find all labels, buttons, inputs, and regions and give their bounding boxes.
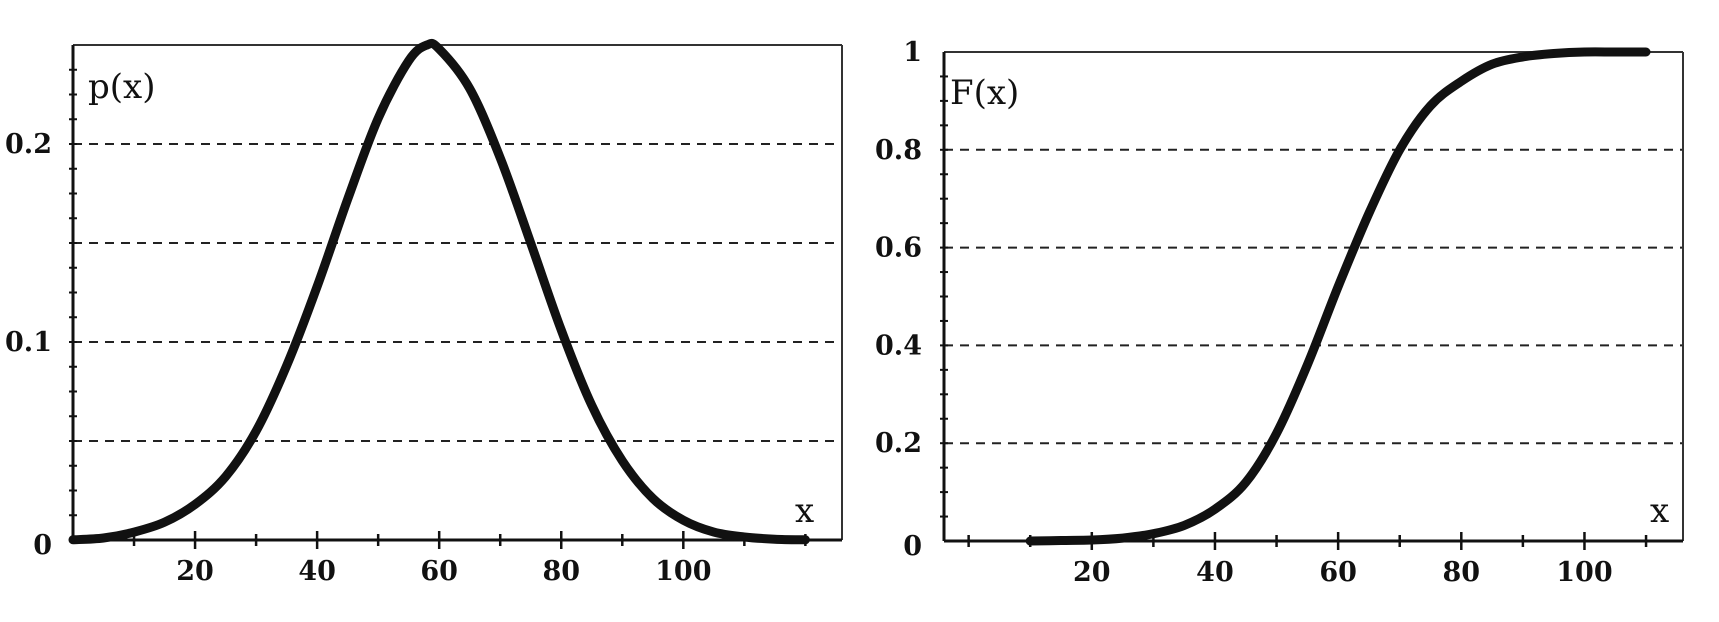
density-y-tick-label-1: 0.1 [5,327,52,358]
cdf-data-point-4 [1151,532,1155,536]
cdf-data-point-8 [1275,431,1279,435]
density-data-point-18 [590,403,594,407]
density-x-tick-label-20: 20 [176,556,214,587]
density-data-point-22 [712,530,716,534]
cdf-x-tick-label-20: 20 [1073,557,1111,588]
cdf-data-point-9 [1305,363,1309,367]
density-data-point-15 [498,156,502,160]
cdf-y-tick-label-5: 1 [903,37,922,68]
cdf-data-point-15 [1490,62,1494,66]
cdf-data-point-13 [1429,104,1433,108]
density-data-point-12 [425,43,429,47]
density-data-point-3 [163,520,167,524]
density-data-point-16 [529,241,533,245]
cdf-data-point-1 [1059,539,1063,543]
cdf-x-tick-label-100: 100 [1556,557,1612,588]
density-x-tick-label-40: 40 [298,556,336,587]
density-data-point-25 [803,538,807,542]
density-chart: 20 40 60 80 100 0 0.1 0.2 p(x) x [5,38,843,587]
cdf-y-axis-label: F(x) [950,73,1019,113]
cdf-x-tick-label-40: 40 [1196,557,1234,588]
density-y-tick-label-2: 0.2 [5,129,52,160]
cdf-data-point-12 [1398,148,1402,152]
cdf-y-tick-label-4: 0.8 [875,135,922,166]
cdf-chart: 20 40 60 80 100 0 0.2 0.4 0.6 0.8 1 F(x) x [875,37,1684,588]
density-data-point-1 [102,536,106,540]
cdf-y-tick-label-0: 0 [903,531,922,562]
density-data-point-0 [71,538,75,542]
cdf-data-point-2 [1090,538,1094,542]
density-data-point-11 [407,59,411,63]
cdf-data-point-14 [1459,79,1463,83]
density-data-point-5 [224,475,228,479]
density-data-point-9 [346,197,350,201]
density-x-axis-label: x [795,491,814,531]
cdf-data-point-18 [1582,50,1586,54]
density-series-line-0 [68,38,810,545]
cdf-x-tick-label-80: 80 [1443,557,1481,588]
cdf-data-point-16 [1521,55,1525,59]
density-x-tick-label-60: 60 [420,556,458,587]
cdf-data-point-3 [1121,536,1125,540]
density-y-tick-label-0: 0 [33,530,52,561]
cdf-y-tick-label-2: 0.4 [875,330,922,361]
density-data-point-10 [376,116,380,120]
cdf-data-point-20 [1644,50,1648,54]
cdf-data-point-7 [1244,480,1248,484]
density-data-point-13 [437,47,441,51]
density-data-point-17 [559,328,563,332]
density-data-point-8 [315,285,319,289]
cdf-data-point-17 [1552,51,1556,55]
cdf-series-line-0 [1025,47,1651,546]
density-x-tick-label-80: 80 [542,556,580,587]
cdf-x-axis-label: x [1650,491,1669,531]
cdf-data-point-19 [1613,50,1617,54]
density-data-point-20 [651,496,655,500]
cdf-data-point-5 [1182,523,1186,527]
density-data-point-19 [620,459,624,463]
cdf-data-point-10 [1336,285,1340,289]
density-data-point-7 [285,364,289,368]
cdf-data-point-6 [1213,507,1217,511]
cdf-x-tick-label-60: 60 [1319,557,1357,588]
cdf-y-tick-label-1: 0.2 [875,428,922,459]
density-y-axis-label: p(x) [88,67,155,107]
density-data-point-24 [773,537,777,541]
cdf-data-point-0 [1028,539,1032,543]
density-x-tick-label-100: 100 [655,556,711,587]
density-data-point-6 [254,429,258,433]
density-data-point-2 [132,530,136,534]
density-data-point-4 [193,502,197,506]
density-data-point-23 [742,535,746,539]
cdf-data-point-11 [1367,211,1371,215]
density-data-point-14 [468,87,472,91]
density-data-point-21 [681,518,685,522]
cdf-y-tick-label-3: 0.6 [875,233,922,264]
